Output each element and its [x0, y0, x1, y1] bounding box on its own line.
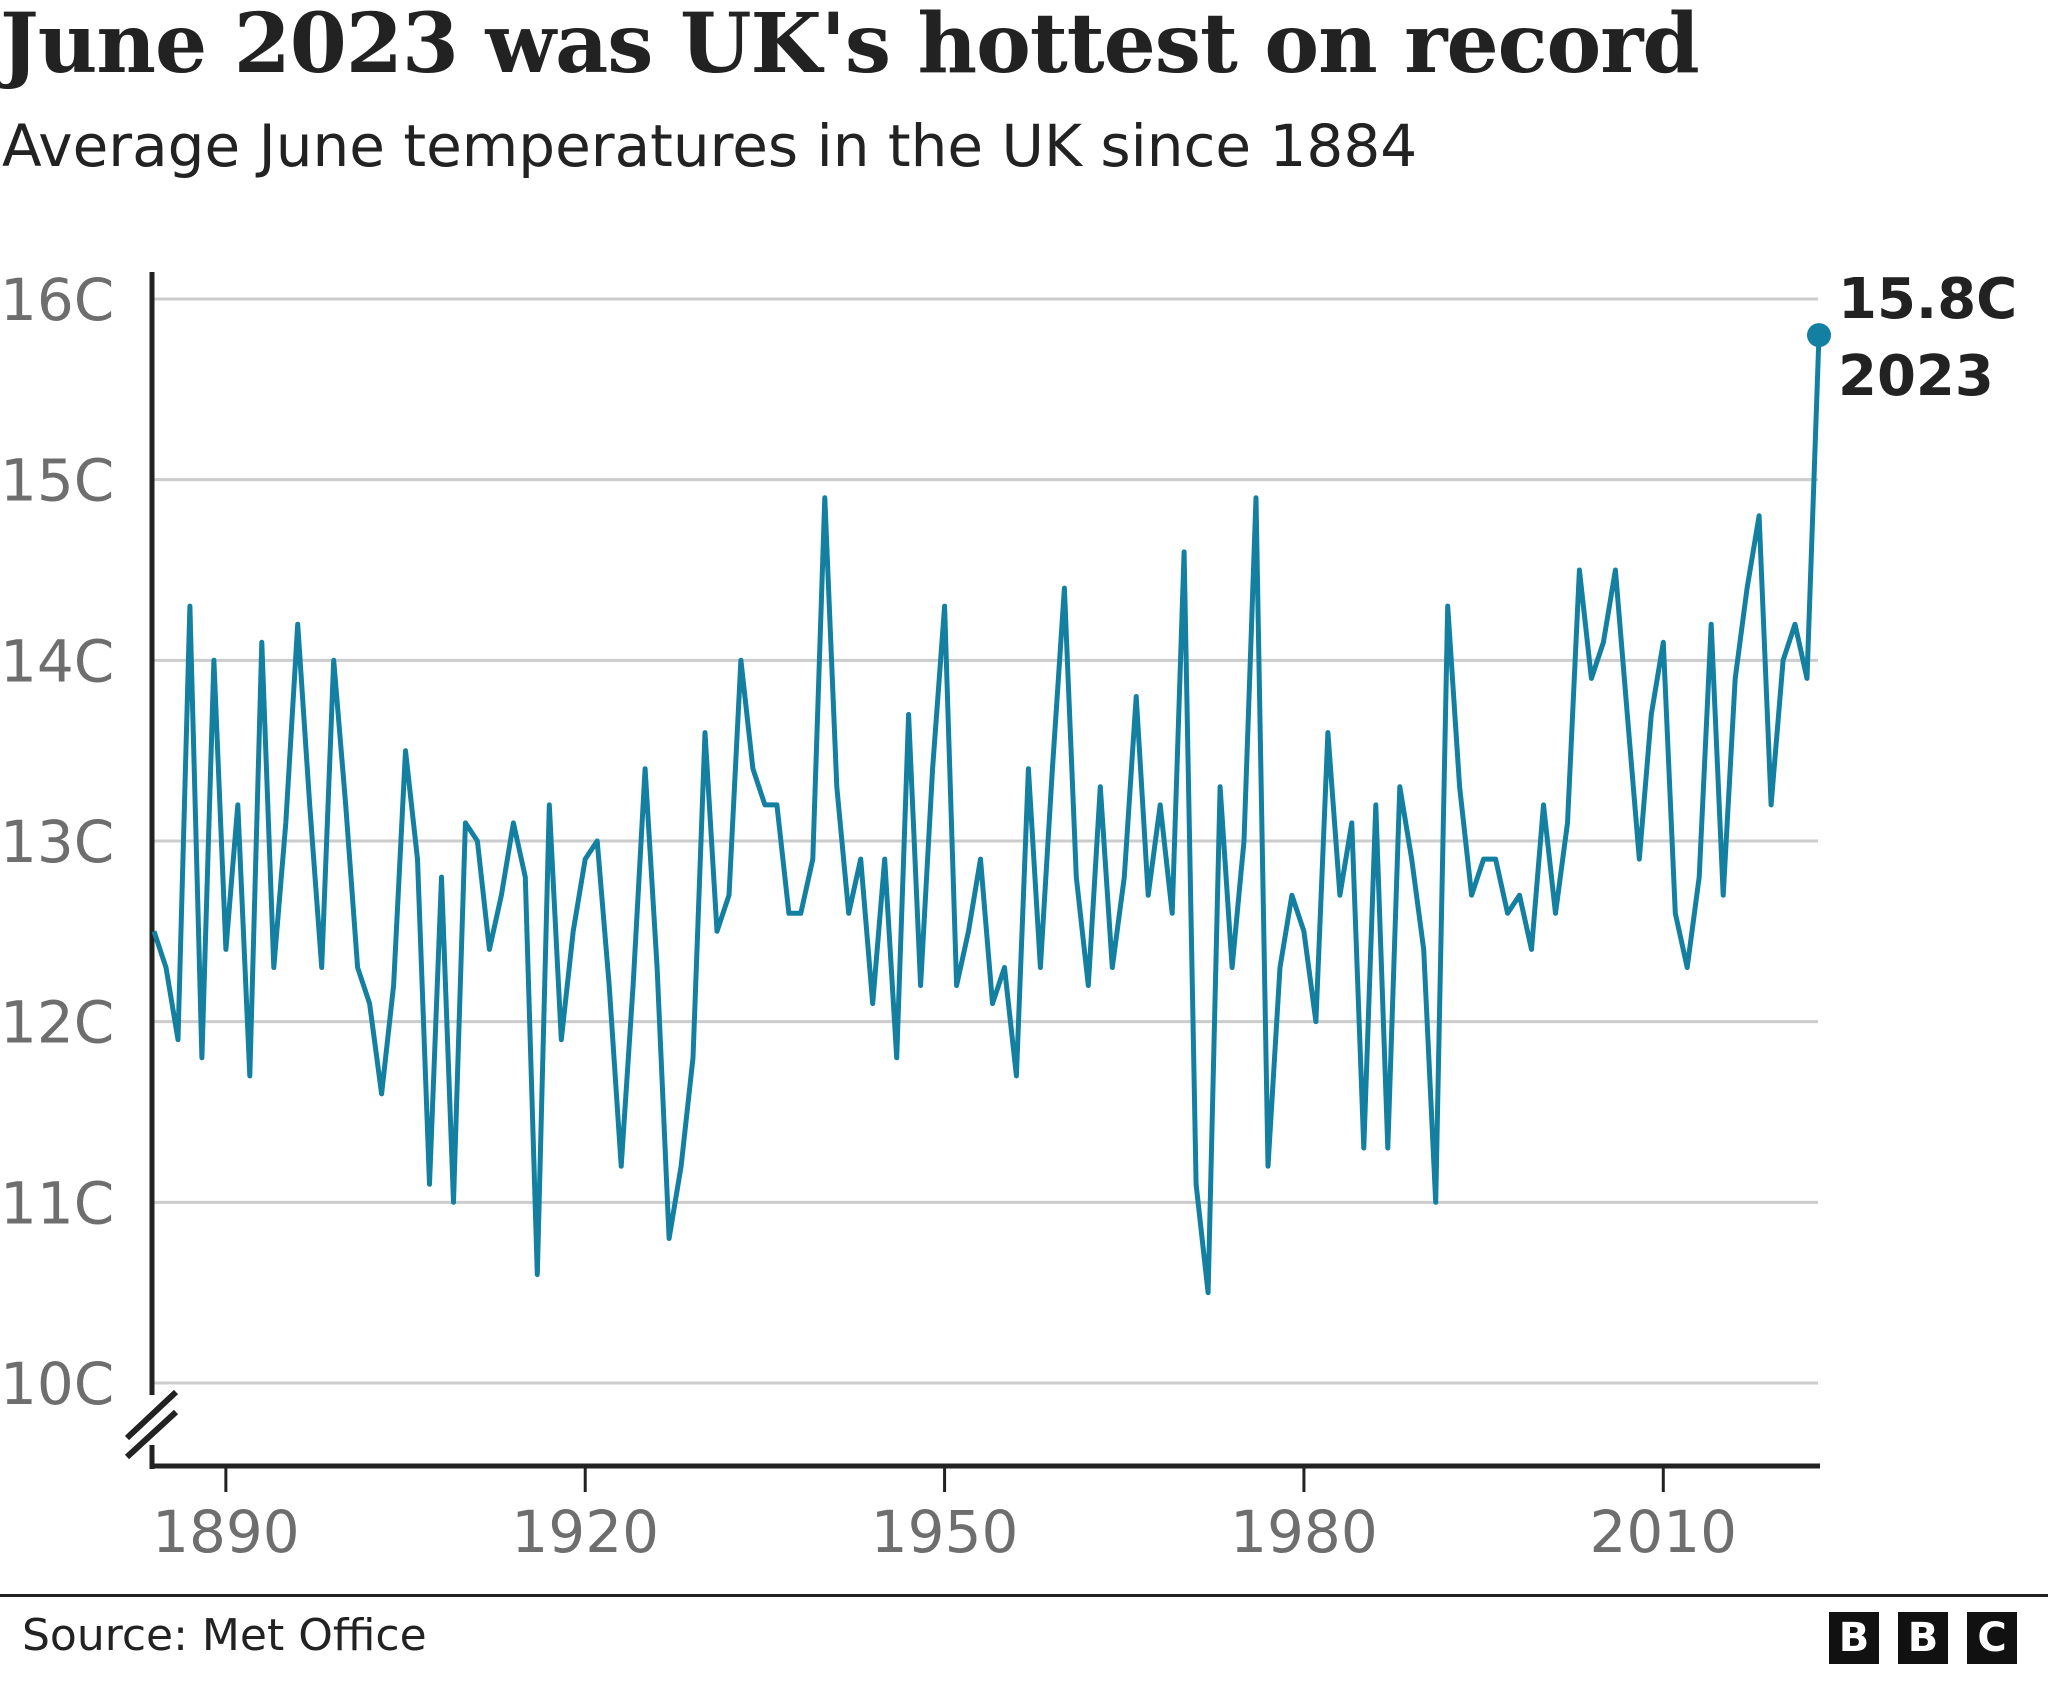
x-tick-label: 1950: [871, 1498, 1019, 1566]
y-tick-label: 16C: [0, 266, 114, 334]
y-tick-label: 13C: [0, 808, 114, 876]
x-axis-ticks: 1890 1920 1950 1980 2010: [152, 1466, 1737, 1566]
y-tick-label: 12C: [0, 989, 114, 1057]
y-tick-label: 10C: [0, 1350, 114, 1418]
temperature-series-line: [151, 335, 1822, 1296]
axis-break-icon: [124, 1389, 179, 1460]
y-tick-label: 14C: [0, 627, 114, 695]
chart-subtitle: Average June temperatures in the UK sinc…: [2, 112, 1418, 180]
highlight-point-2023[interactable]: [1807, 323, 1831, 348]
bbc-logo-block: B: [1898, 1612, 1948, 1664]
bbc-logo: B B C: [1829, 1612, 2017, 1664]
x-tick-label: 1980: [1230, 1498, 1378, 1566]
y-tick-label: 15C: [0, 447, 114, 515]
bbc-logo-block: B: [1829, 1612, 1879, 1664]
x-tick-label: 1890: [152, 1498, 300, 1566]
x-tick-label: 2010: [1589, 1498, 1737, 1566]
footer-divider: [0, 1594, 2048, 1597]
y-axis-tick-labels: 10C 11C 12C 13C 14C 15C 16C: [0, 266, 114, 1418]
x-tick-label: 1920: [511, 1498, 659, 1566]
bbc-logo-block: C: [1967, 1612, 2017, 1664]
line-chart: 10C 11C 12C 13C 14C 15C 16C 1890 1920 1950 1980 20…: [0, 266, 2017, 1566]
source-note: Source: Met Office: [22, 1610, 427, 1661]
annotation-value: 15.8C: [1838, 267, 2017, 332]
annotation-year: 2023: [1838, 344, 1994, 409]
y-tick-label: 11C: [0, 1169, 114, 1237]
chart-title: June 2023 was UK's hottest on record: [0, 0, 1700, 92]
